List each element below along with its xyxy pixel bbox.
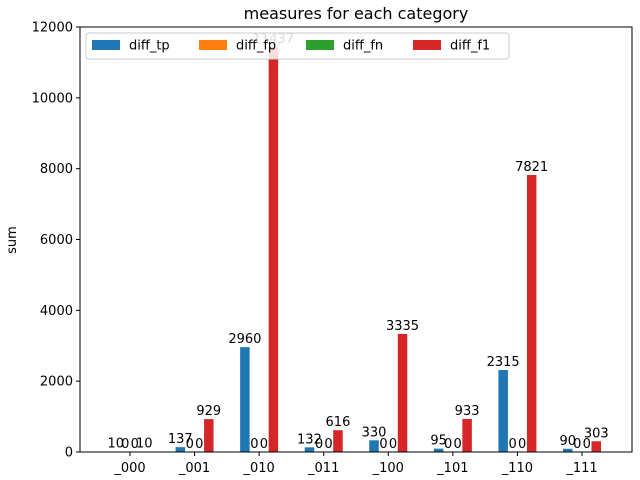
bar-diff_tp-_111 <box>562 448 573 452</box>
data-label-diff_fp-_000: 0 <box>121 437 129 452</box>
data-label-diff_tp-_110: 2315 <box>487 355 520 370</box>
legend-swatch-diff_fn <box>306 40 334 50</box>
x-tick-label-_010: _010 <box>242 461 274 476</box>
legend: diff_tp diff_fp diff_fn diff_f1 <box>85 32 510 60</box>
legend-box <box>85 32 510 60</box>
data-label-diff_tp-_100: 330 <box>362 425 387 440</box>
data-label-diff_f1-_111: 303 <box>584 426 609 441</box>
x-tick-label-_101: _101 <box>436 461 468 476</box>
data-label-diff_f1-_011: 616 <box>326 415 351 430</box>
data-label-diff_tp-_010: 2960 <box>228 332 261 347</box>
x-axis: _000 _001 _010 _011 _100 _101 _110 _111 <box>113 452 598 476</box>
y-tick-label: 8000 <box>40 162 73 177</box>
data-label-diff_fp-_110: 0 <box>509 437 517 452</box>
bar-diff_f1-_010 <box>268 46 279 453</box>
data-label-diff_fn-_110: 0 <box>518 437 526 452</box>
data-label-diff_tp-_011: 132 <box>297 432 322 447</box>
bar-diff_f1-_011 <box>333 430 343 452</box>
data-label-diff_fp-_001: 0 <box>186 437 194 452</box>
x-tick-label-_001: _001 <box>178 461 210 476</box>
bar-diff_f1-_111 <box>591 441 601 452</box>
bar-diff_tp-_011 <box>304 447 315 452</box>
x-tick-label-_111: _111 <box>565 461 597 476</box>
data-label-diff_fn-_100: 0 <box>389 437 397 452</box>
data-label-diff_fn-_101: 0 <box>453 437 461 452</box>
data-label-diff_fp-_010: 0 <box>250 437 258 452</box>
data-label-diff_tp-_111: 90 <box>559 434 576 449</box>
bar-diff_tp-_001 <box>175 447 186 452</box>
bar-diff_f1-_001 <box>204 419 214 452</box>
bars-group <box>111 46 601 453</box>
bar-diff_tp-_010 <box>240 347 250 452</box>
plot-frame <box>79 26 633 453</box>
y-tick-label: 4000 <box>40 304 73 319</box>
data-label-diff_fn-_011: 0 <box>324 437 332 452</box>
data-label-diff_fn-_111: 0 <box>583 437 591 452</box>
y-axis: 0 2000 4000 6000 8000 10000 12000 <box>32 21 80 461</box>
data-label-diff_f1-_100: 3335 <box>386 319 419 334</box>
data-label-diff_fn-_001: 0 <box>195 437 203 452</box>
data-label-diff_fp-_100: 0 <box>379 437 387 452</box>
data-label-diff_tp-_001: 137 <box>168 432 193 447</box>
legend-swatch-diff_tp <box>92 40 120 50</box>
x-tick-label-_011: _011 <box>307 461 339 476</box>
data-label-diff_f1-_001: 929 <box>196 404 221 419</box>
legend-swatch-diff_fp <box>199 40 227 50</box>
y-tick-label: 6000 <box>40 233 73 248</box>
bar-diff_tp-_100 <box>369 440 379 452</box>
bar-diff_f1-_101 <box>462 418 472 452</box>
data-label-diff_fp-_011: 0 <box>315 437 323 452</box>
bar-diff_tp-_101 <box>433 448 444 452</box>
data-label-diff_f1-_101: 933 <box>455 404 480 419</box>
data-label-diff_fn-_010: 0 <box>260 437 268 452</box>
data-label-diff_fp-_101: 0 <box>444 437 452 452</box>
x-tick-label-_100: _100 <box>372 461 404 476</box>
x-tick-label-_110: _110 <box>501 461 533 476</box>
y-tick-label: 2000 <box>40 375 73 390</box>
legend-label-diff_f1: diff_f1 <box>450 39 490 54</box>
data-label-diff_tp-_000: 10 <box>107 437 124 452</box>
legend-label-diff_fp: diff_fp <box>236 39 276 54</box>
y-axis-label: sum <box>5 226 20 254</box>
legend-swatch-diff_f1 <box>413 40 441 50</box>
bar-diff_tp-_110 <box>498 370 508 452</box>
y-tick-label: 12000 <box>32 21 73 36</box>
bar-diff_f1-_110 <box>526 175 537 452</box>
chart-title: measures for each category <box>244 4 469 23</box>
data-label-diff_f1-_110: 7821 <box>515 160 548 175</box>
bar-diff_f1-_100 <box>397 333 408 452</box>
x-tick-label-_000: _000 <box>113 461 145 476</box>
data-label-diff_tp-_101: 95 <box>430 434 447 449</box>
data-label-diff_fn-_000: 0 <box>131 437 139 452</box>
legend-label-diff_tp: diff_tp <box>129 39 170 54</box>
legend-label-diff_fn: diff_fn <box>343 39 383 54</box>
data-label-diff_f1-_000: 10 <box>136 437 153 452</box>
y-tick-label: 10000 <box>32 91 73 106</box>
data-label-diff_fp-_111: 0 <box>573 437 581 452</box>
y-tick-label: 0 <box>65 446 73 461</box>
